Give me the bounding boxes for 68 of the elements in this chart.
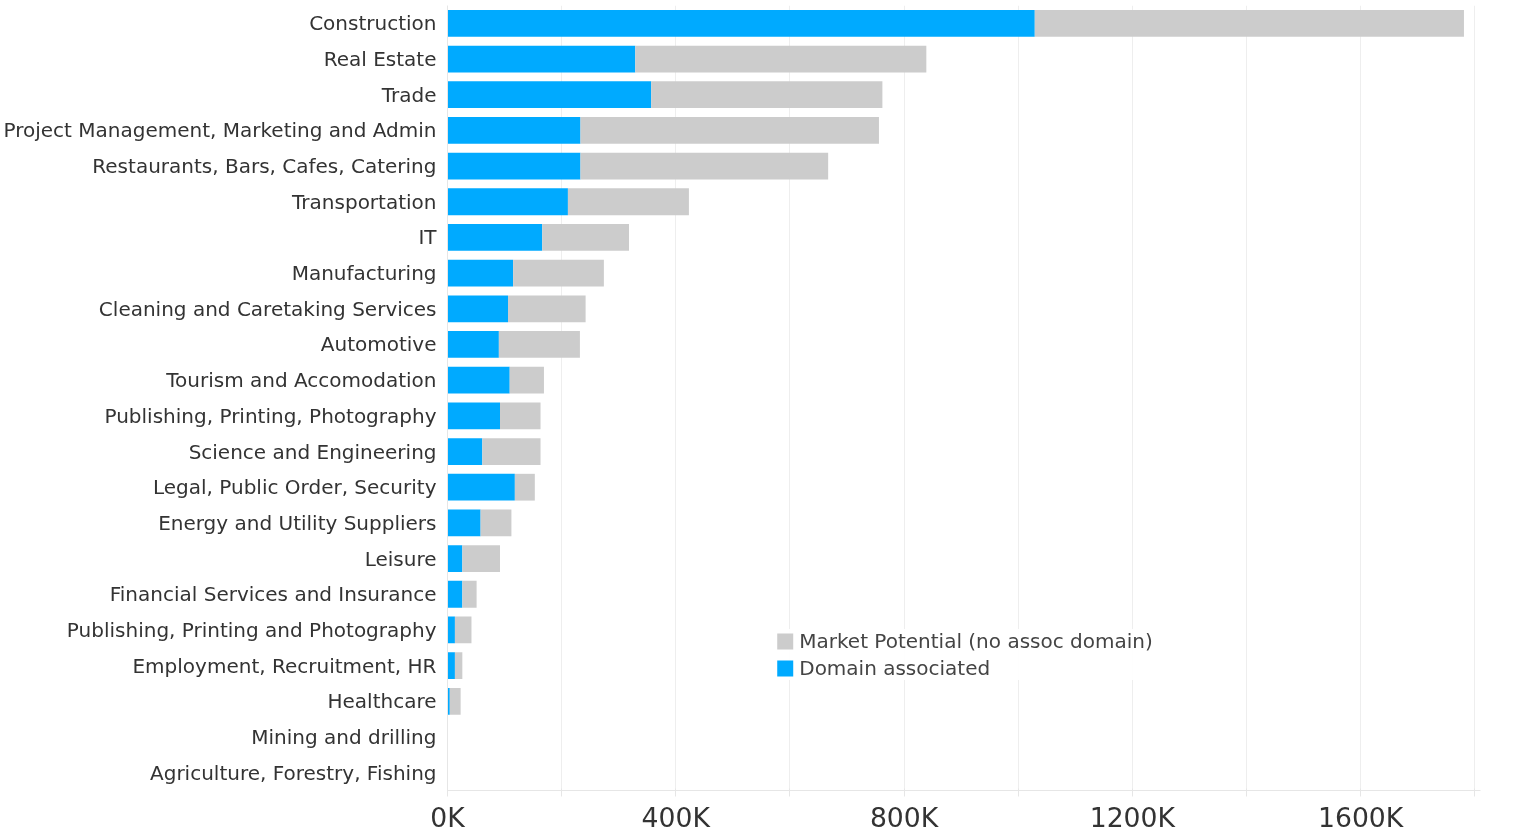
y-tick-label: Project Management, Marketing and Admin xyxy=(3,118,437,143)
bar xyxy=(447,473,515,501)
y-tick-label: Publishing, Printing and Photography xyxy=(66,617,437,642)
bar xyxy=(447,81,652,109)
y-tick-label: Automotive xyxy=(320,332,437,357)
bar xyxy=(498,331,580,358)
y-tick-label: Manufacturing xyxy=(291,261,437,286)
bar xyxy=(462,580,477,608)
x-tick-label: 0K xyxy=(430,801,467,833)
bar xyxy=(567,188,689,216)
bar xyxy=(462,545,501,572)
bar xyxy=(447,117,581,144)
bar xyxy=(447,331,499,358)
bar xyxy=(454,616,472,644)
bar xyxy=(514,473,535,501)
bar xyxy=(447,188,568,216)
y-tick-label: Publishing, Printing, Photography xyxy=(104,403,437,428)
bar xyxy=(482,438,541,465)
bar xyxy=(1034,9,1464,37)
y-tick-label: Restaurants, Bars, Cafes, Catering xyxy=(92,154,437,179)
bar xyxy=(449,687,461,715)
bar xyxy=(447,224,543,251)
y-tick-label: Transportation xyxy=(291,189,437,214)
bar xyxy=(447,45,636,73)
bar xyxy=(580,152,829,180)
x-tick-label: 400K xyxy=(641,801,712,833)
bar xyxy=(447,652,455,679)
y-tick-label: Science and Engineering xyxy=(188,439,437,464)
bar xyxy=(447,402,501,430)
y-tick-label: Leisure xyxy=(364,546,437,571)
bar xyxy=(447,152,581,180)
y-tick-label: Financial Services and Insurance xyxy=(109,582,437,607)
y-tick-label: Tourism and Accomodation xyxy=(165,368,437,393)
legend-label: Market Potential (no assoc domain) xyxy=(799,629,1153,653)
bar xyxy=(447,366,510,394)
y-tick-label: Agriculture, Forestry, Fishing xyxy=(150,760,437,785)
bar xyxy=(447,9,1035,37)
bar xyxy=(580,117,879,144)
bar xyxy=(509,366,544,394)
y-tick-label: Employment, Recruitment, HR xyxy=(132,653,437,678)
x-tick-label: 1200K xyxy=(1089,801,1177,833)
bar xyxy=(447,259,514,287)
bar xyxy=(500,402,541,430)
bar xyxy=(454,652,463,679)
bar xyxy=(542,224,629,251)
y-tick-label: Healthcare xyxy=(327,689,437,714)
bar xyxy=(447,295,508,323)
bar xyxy=(447,438,483,465)
y-tick-label: Legal, Public Order, Security xyxy=(152,475,437,500)
y-tick-label: Real Estate xyxy=(323,47,437,72)
bar xyxy=(480,509,512,537)
x-tick-label: 800K xyxy=(869,801,940,833)
bar xyxy=(635,45,927,73)
y-tick-label: IT xyxy=(418,225,438,250)
bar xyxy=(447,545,463,572)
y-tick-label: Energy and Utility Suppliers xyxy=(158,510,437,535)
bar xyxy=(651,81,883,109)
legend-label: Domain associated xyxy=(799,656,991,680)
y-tick-label: Construction xyxy=(309,11,437,36)
bar xyxy=(513,259,604,287)
y-tick-label: Trade xyxy=(380,82,437,107)
x-tick-label: 1600K xyxy=(1317,801,1405,833)
y-tick-label: Cleaning and Caretaking Services xyxy=(98,296,437,321)
y-tick-label: Mining and drilling xyxy=(251,724,437,749)
bar xyxy=(447,580,463,608)
bar xyxy=(447,616,455,644)
bar xyxy=(447,509,481,537)
bar xyxy=(508,295,586,323)
